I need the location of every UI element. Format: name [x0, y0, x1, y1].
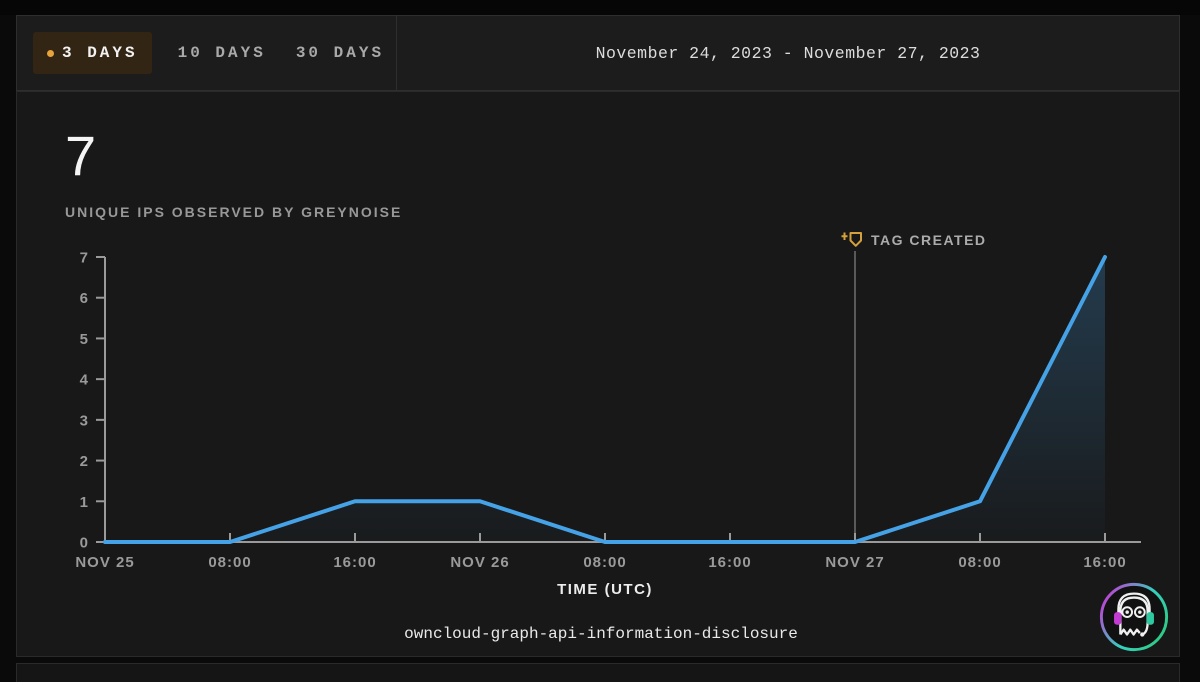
y-tick-label: 4 — [80, 372, 89, 389]
ips-line-chart: 0 1 2 3 4 5 6 7 NOV 25 08:00 16:00 NOV 26 08:00 16:00… — [75, 250, 1141, 571]
x-tick-label: NOV 27 — [825, 554, 884, 571]
series-line — [103, 255, 1107, 544]
x-tick-label: 16:00 — [1083, 554, 1126, 571]
y-tick-label: 7 — [80, 250, 89, 267]
tab-3-days-label: 3 DAYS — [62, 44, 138, 62]
tag-created-icon — [841, 232, 862, 247]
y-tick-label: 5 — [80, 331, 89, 348]
y-tick-label: 0 — [80, 535, 89, 552]
y-tick-label: 3 — [80, 412, 89, 429]
x-tick-label: NOV 25 — [75, 554, 134, 571]
x-tick-label: 08:00 — [208, 554, 251, 571]
next-panel-edge — [16, 663, 1180, 682]
tab-10-days-label: 10 DAYS — [177, 44, 266, 62]
x-tick-label: 16:00 — [333, 554, 376, 571]
x-axis-title: TIME (UTC) — [557, 581, 653, 598]
left-earcup-icon — [1114, 612, 1122, 625]
x-tick-label: NOV 26 — [450, 554, 509, 571]
tag-name-title: owncloud-graph-api-information-disclosur… — [404, 625, 798, 643]
greynoise-ghost-logo — [1099, 582, 1169, 652]
tag-created-annotation: TAG CREATED — [841, 231, 987, 248]
date-range-display: November 24, 2023 - November 27, 2023 — [595, 43, 981, 63]
x-tick-label: 08:00 — [583, 554, 626, 571]
unique-ips-count: 7 — [65, 124, 97, 187]
unique-ips-label: UNIQUE IPS OBSERVED BY GREYNOISE — [65, 204, 403, 220]
active-tab-dot-icon — [47, 49, 54, 57]
series-area — [105, 257, 1105, 542]
x-tick-label: 08:00 — [958, 554, 1001, 571]
tab-10-days[interactable]: 10 DAYS — [174, 32, 270, 74]
tag-created-label: TAG CREATED — [871, 231, 987, 248]
chart-panel: 7 UNIQUE IPS OBSERVED BY GREYNOISE 0 1 2 3 4… — [16, 91, 1180, 657]
header-bar: 3 DAYS 10 DAYS 30 DAYS November 24, 2023… — [16, 15, 1180, 91]
y-tick-label: 6 — [80, 290, 89, 307]
tab-30-days-label: 30 DAYS — [295, 44, 385, 62]
tab-3-days[interactable]: 3 DAYS — [33, 32, 152, 74]
tab-30-days[interactable]: 30 DAYS — [292, 32, 388, 74]
x-tick-label: 16:00 — [708, 554, 751, 571]
top-margin-strip — [0, 0, 1200, 15]
y-tick-label: 1 — [80, 494, 89, 511]
y-tick-label: 2 — [80, 453, 89, 470]
time-range-tabs: 3 DAYS 10 DAYS 30 DAYS — [17, 16, 397, 90]
right-earcup-icon — [1146, 612, 1154, 625]
